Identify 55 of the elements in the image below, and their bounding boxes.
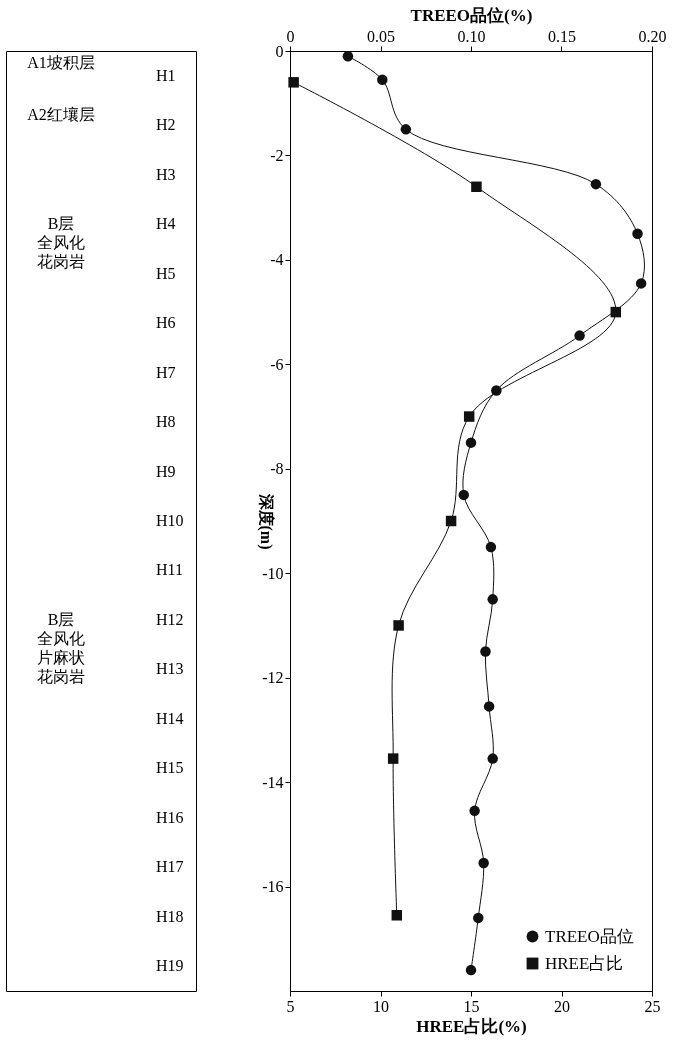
category-label: H10 bbox=[156, 512, 184, 529]
point bbox=[610, 306, 622, 318]
x2-tick-label: 0.10 bbox=[457, 27, 486, 45]
category-label: H3 bbox=[156, 165, 176, 183]
text: A2红壤层 bbox=[27, 106, 95, 124]
text: A1坡积层 bbox=[27, 54, 95, 72]
x-tick-label: 20 bbox=[554, 997, 570, 1015]
y-tick-label: -4 bbox=[270, 251, 284, 269]
point bbox=[387, 753, 399, 764]
text: B层全风化花岗岩 bbox=[37, 215, 85, 271]
y-tick-label: -8 bbox=[270, 460, 284, 478]
x-tick-label: 5 bbox=[286, 997, 295, 1015]
y-tick-label: 0 bbox=[275, 42, 284, 60]
x-axis-title: HREE占比(%) bbox=[416, 1016, 527, 1036]
category-label: H17 bbox=[156, 858, 184, 876]
category-label: H16 bbox=[156, 808, 184, 826]
category-label: H2 bbox=[156, 116, 176, 134]
x2-axis-title: TREEO品位(%) bbox=[410, 5, 533, 25]
category-label: H11 bbox=[156, 561, 183, 579]
category-label: H6 bbox=[156, 314, 176, 332]
x-tick-label: 10 bbox=[373, 997, 389, 1015]
point bbox=[463, 411, 475, 422]
y-tick-label: -12 bbox=[262, 669, 284, 687]
y-axis-title: 深度(m) bbox=[257, 492, 277, 550]
category-label: H14 bbox=[156, 709, 184, 727]
category-label: H4 bbox=[156, 215, 176, 233]
y-tick-label: -14 bbox=[262, 773, 284, 791]
x2-tick-label: 0.20 bbox=[638, 27, 667, 45]
point bbox=[391, 910, 403, 921]
y-tick-label: -10 bbox=[262, 564, 284, 582]
x2-tick-label: 0.05 bbox=[367, 27, 395, 45]
point bbox=[393, 620, 404, 631]
legend-label: HREE占比 bbox=[545, 953, 624, 973]
point bbox=[288, 77, 299, 88]
x2-tick-label: 0.15 bbox=[548, 27, 576, 45]
text: B层全风化片麻状花岗岩 bbox=[37, 610, 85, 685]
category-label: H19 bbox=[156, 957, 184, 975]
category-label: H18 bbox=[156, 907, 184, 925]
category-label: H7 bbox=[156, 363, 176, 381]
legend-label: TREEO品位 bbox=[545, 926, 634, 946]
y-tick-label: -6 bbox=[270, 355, 284, 373]
x2-tick-label: 0 bbox=[286, 27, 295, 45]
point bbox=[471, 181, 482, 193]
category-label: H15 bbox=[156, 759, 184, 777]
category-label: H12 bbox=[156, 610, 184, 628]
category-label: H9 bbox=[156, 462, 176, 480]
category-label: H1 bbox=[156, 66, 176, 84]
y-tick-label: -2 bbox=[270, 146, 284, 164]
x-tick-label: 25 bbox=[644, 997, 661, 1015]
category-label: H5 bbox=[156, 264, 176, 282]
y-tick-label: -16 bbox=[262, 878, 284, 896]
point bbox=[445, 515, 457, 527]
x-tick-label: 15 bbox=[463, 997, 480, 1015]
category-label: H13 bbox=[156, 660, 184, 678]
category-label: H8 bbox=[156, 413, 176, 431]
